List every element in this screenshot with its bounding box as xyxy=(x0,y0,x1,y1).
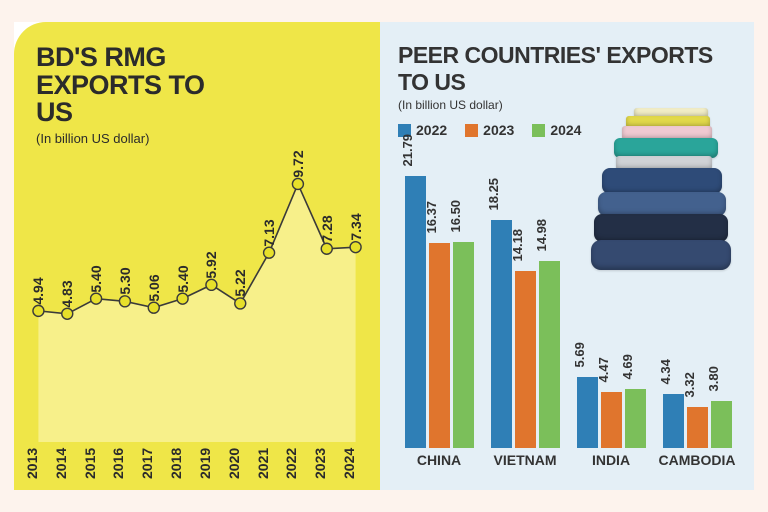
bar: 4.69 xyxy=(625,389,646,448)
bar: 3.32 xyxy=(687,407,708,449)
category-label: CHINA xyxy=(396,452,482,474)
value-label: 5.92 xyxy=(203,251,219,278)
data-marker xyxy=(177,293,188,304)
right-title: PEER COUNTRIES' EXPORTS TO US xyxy=(398,42,740,96)
bar-value-label: 3.80 xyxy=(706,366,721,391)
bd-rmg-panel: BD'S RMG EXPORTS TO US (In billion US do… xyxy=(14,22,380,490)
bar: 14.18 xyxy=(515,271,536,448)
bar-group: 21.7916.3716.50 xyxy=(396,144,482,448)
bar: 3.80 xyxy=(711,401,732,449)
bar-value-label: 14.18 xyxy=(510,229,525,262)
bar-value-label: 21.79 xyxy=(400,134,415,167)
category-label: VIETNAM xyxy=(482,452,568,474)
bar: 5.69 xyxy=(577,377,598,448)
year-label: 2014 xyxy=(53,446,82,480)
data-marker xyxy=(321,243,332,254)
bar-value-label: 4.47 xyxy=(596,357,611,382)
bar-value-label: 16.50 xyxy=(448,200,463,233)
bar-value-label: 3.32 xyxy=(682,372,697,397)
bar-value-label: 4.34 xyxy=(658,359,673,384)
data-marker xyxy=(350,242,361,253)
data-marker xyxy=(206,279,217,290)
data-marker xyxy=(292,178,303,189)
data-marker xyxy=(33,305,44,316)
bar-value-label: 16.37 xyxy=(424,201,439,234)
year-label: 2013 xyxy=(24,446,53,480)
value-label: 4.83 xyxy=(59,280,75,307)
bar: 14.98 xyxy=(539,261,560,448)
value-label: 5.22 xyxy=(232,270,248,297)
year-label: 2023 xyxy=(312,446,341,480)
value-label: 7.34 xyxy=(348,214,364,241)
data-marker xyxy=(62,308,73,319)
value-label: 5.30 xyxy=(117,268,133,295)
data-marker xyxy=(235,298,246,309)
category-label: INDIA xyxy=(568,452,654,474)
peer-countries-panel: PEER COUNTRIES' EXPORTS TO US (In billio… xyxy=(380,22,754,490)
year-label: 2022 xyxy=(283,446,312,480)
legend-swatch xyxy=(532,124,545,137)
year-label: 2016 xyxy=(110,446,139,480)
bar: 21.79 xyxy=(405,176,426,448)
value-label: 9.72 xyxy=(290,150,306,177)
data-marker xyxy=(119,296,130,307)
legend-swatch xyxy=(465,124,478,137)
category-label: CAMBODIA xyxy=(654,452,740,474)
bar-value-label: 5.69 xyxy=(572,342,587,367)
legend-label: 2024 xyxy=(550,122,581,138)
bar-value-label: 4.69 xyxy=(620,355,635,380)
bar-group: 4.343.323.80 xyxy=(654,144,740,448)
bar-value-label: 18.25 xyxy=(486,178,501,211)
bar-group: 18.2514.1814.98 xyxy=(482,144,568,448)
data-marker xyxy=(148,302,159,313)
year-label: 2024 xyxy=(341,446,370,480)
value-label: 5.06 xyxy=(146,274,162,301)
data-marker xyxy=(91,293,102,304)
category-axis-labels: CHINAVIETNAMINDIACAMBODIA xyxy=(396,452,740,474)
infographic-canvas: BD'S RMG EXPORTS TO US (In billion US do… xyxy=(14,22,754,490)
value-label: 4.94 xyxy=(30,277,46,304)
bar: 4.47 xyxy=(601,392,622,448)
bar: 16.37 xyxy=(429,243,450,448)
value-label: 5.40 xyxy=(88,265,104,292)
year-label: 2017 xyxy=(139,446,168,480)
year-label: 2021 xyxy=(255,446,284,480)
data-marker xyxy=(264,247,275,258)
bar: 4.34 xyxy=(663,394,684,448)
legend-item: 2023 xyxy=(465,122,514,138)
value-label: 7.28 xyxy=(319,215,335,242)
grouped-bar-chart: 21.7916.3716.5018.2514.1814.985.694.474.… xyxy=(396,144,740,448)
value-label: 5.40 xyxy=(175,265,191,292)
legend-label: 2023 xyxy=(483,122,514,138)
bar: 16.50 xyxy=(453,242,474,448)
value-label: 7.13 xyxy=(261,219,277,246)
legend-item: 2024 xyxy=(532,122,581,138)
legend-label: 2022 xyxy=(416,122,447,138)
year-label: 2019 xyxy=(197,446,226,480)
year-label: 2018 xyxy=(168,446,197,480)
area-fill xyxy=(38,184,355,442)
bar-group: 5.694.474.69 xyxy=(568,144,654,448)
left-subtitle: (In billion US dollar) xyxy=(36,131,368,146)
bar: 18.25 xyxy=(491,220,512,448)
year-axis-labels: 2013201420152016201720182019202020212022… xyxy=(24,446,370,480)
line-area-chart xyxy=(24,150,370,442)
left-title: BD'S RMG EXPORTS TO US xyxy=(36,44,216,127)
year-label: 2015 xyxy=(82,446,111,480)
bar-value-label: 14.98 xyxy=(534,219,549,252)
year-label: 2020 xyxy=(226,446,255,480)
